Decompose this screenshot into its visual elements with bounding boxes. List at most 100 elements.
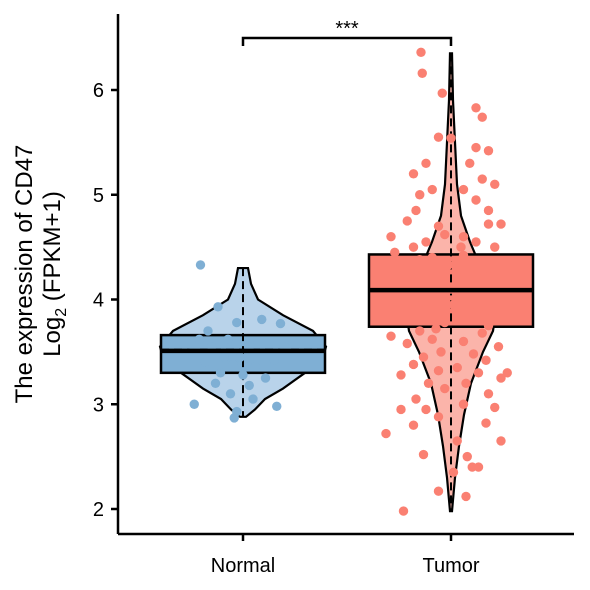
point-tumor-62 — [408, 359, 419, 370]
point-tumor-27 — [421, 237, 431, 247]
y-tick-label-4: 4 — [93, 290, 104, 312]
point-tumor-72 — [411, 394, 421, 404]
point-tumor-64 — [433, 366, 444, 376]
point-normal-19 — [260, 373, 271, 383]
point-normal-5 — [257, 314, 267, 325]
point-tumor-75 — [458, 399, 469, 409]
point-normal-22 — [210, 378, 221, 388]
point-tumor-21 — [483, 219, 494, 229]
y-axis-title-line1: The expression of CD47 — [11, 145, 38, 404]
significance-bracket-line — [241, 36, 453, 46]
point-normal-16 — [269, 355, 279, 365]
point-normal-17 — [215, 368, 226, 378]
y-tick-label-3: 3 — [93, 394, 104, 416]
point-normal-9 — [219, 352, 229, 362]
point-tumor-16 — [427, 184, 437, 195]
point-tumor-59 — [468, 349, 479, 359]
point-tumor-19 — [411, 205, 421, 216]
point-tumor-15 — [415, 190, 425, 200]
point-tumor-37 — [427, 268, 437, 279]
y-tick-label-2: 2 — [93, 499, 104, 521]
point-normal-1 — [213, 302, 223, 312]
point-normal-18 — [238, 370, 248, 380]
point-tumor-84 — [418, 449, 429, 460]
point-tumor-46 — [421, 305, 431, 315]
y-tick-label-5: 5 — [93, 185, 104, 207]
point-normal-30 — [253, 336, 263, 347]
point-normal-20 — [194, 334, 204, 345]
point-tumor-89 — [461, 491, 471, 502]
point-tumor-32 — [415, 254, 425, 265]
point-tumor-9 — [421, 158, 431, 169]
point-tumor-50 — [440, 317, 450, 328]
point-tumor-5 — [433, 132, 444, 142]
point-tumor-80 — [496, 436, 506, 446]
point-tumor-58 — [436, 347, 446, 357]
point-tumor-65 — [473, 368, 484, 378]
point-tumor-83 — [462, 451, 472, 462]
point-tumor-22 — [433, 221, 444, 231]
point-tumor-97 — [431, 324, 441, 334]
point-tumor-98 — [473, 303, 484, 313]
plot-area — [158, 47, 535, 516]
point-tumor-29 — [490, 242, 500, 252]
point-tumor-2 — [437, 88, 447, 98]
point-tumor-66 — [396, 370, 406, 380]
point-tumor-93 — [443, 260, 454, 270]
point-tumor-71 — [483, 389, 494, 399]
point-normal-24 — [225, 389, 236, 399]
point-tumor-78 — [481, 418, 491, 428]
point-normal-4 — [223, 334, 233, 345]
point-normal-6 — [275, 318, 286, 329]
point-tumor-7 — [471, 142, 481, 153]
point-tumor-12 — [477, 174, 487, 184]
point-tumor-74 — [421, 404, 431, 415]
point-tumor-70 — [440, 383, 450, 394]
point-tumor-87 — [473, 462, 484, 472]
point-tumor-36 — [452, 265, 462, 275]
point-tumor-51 — [483, 320, 494, 331]
point-tumor-99 — [502, 258, 512, 268]
point-normal-23 — [244, 380, 254, 391]
point-tumor-56 — [402, 338, 412, 349]
ylabel-log-subscript: 2 — [53, 308, 70, 317]
point-normal-27 — [272, 401, 282, 412]
ylabel-unit: (FPKM+1) — [39, 191, 66, 308]
point-tumor-24 — [440, 229, 450, 240]
point-tumor-57 — [493, 341, 504, 352]
point-normal-14 — [228, 359, 238, 370]
point-tumor-28 — [408, 242, 419, 252]
point-tumor-13 — [490, 179, 500, 189]
point-tumor-10 — [465, 158, 475, 169]
point-tumor-79 — [408, 420, 419, 430]
point-tumor-0 — [416, 47, 426, 57]
point-tumor-92 — [456, 242, 466, 252]
x-tick-label-tumor: Tumor — [422, 555, 479, 577]
point-normal-2 — [232, 317, 242, 328]
point-tumor-26 — [471, 237, 481, 247]
point-normal-13 — [200, 357, 211, 368]
point-tumor-23 — [496, 219, 506, 229]
point-normal-29 — [229, 413, 239, 423]
point-tumor-69 — [461, 378, 471, 388]
point-normal-0 — [195, 260, 206, 270]
point-tumor-95 — [411, 292, 421, 303]
axes — [116, 14, 574, 536]
point-tumor-81 — [381, 428, 391, 439]
point-tumor-34 — [396, 263, 406, 273]
point-tumor-73 — [396, 404, 406, 415]
point-tumor-1 — [417, 68, 427, 78]
significance-label: *** — [335, 18, 359, 40]
point-tumor-54 — [427, 334, 437, 345]
y-axis-title: The expression of CD47 Log2 (FPKM+1) — [11, 145, 70, 404]
point-tumor-90 — [398, 506, 409, 516]
point-tumor-82 — [452, 436, 462, 446]
point-tumor-52 — [415, 326, 425, 336]
point-normal-3 — [203, 326, 213, 336]
point-tumor-40 — [496, 279, 506, 289]
ylabel-log: Log — [39, 317, 66, 357]
point-tumor-63 — [452, 362, 462, 373]
point-tumor-3 — [471, 103, 481, 113]
point-tumor-100 — [386, 231, 396, 242]
point-tumor-8 — [483, 146, 494, 156]
